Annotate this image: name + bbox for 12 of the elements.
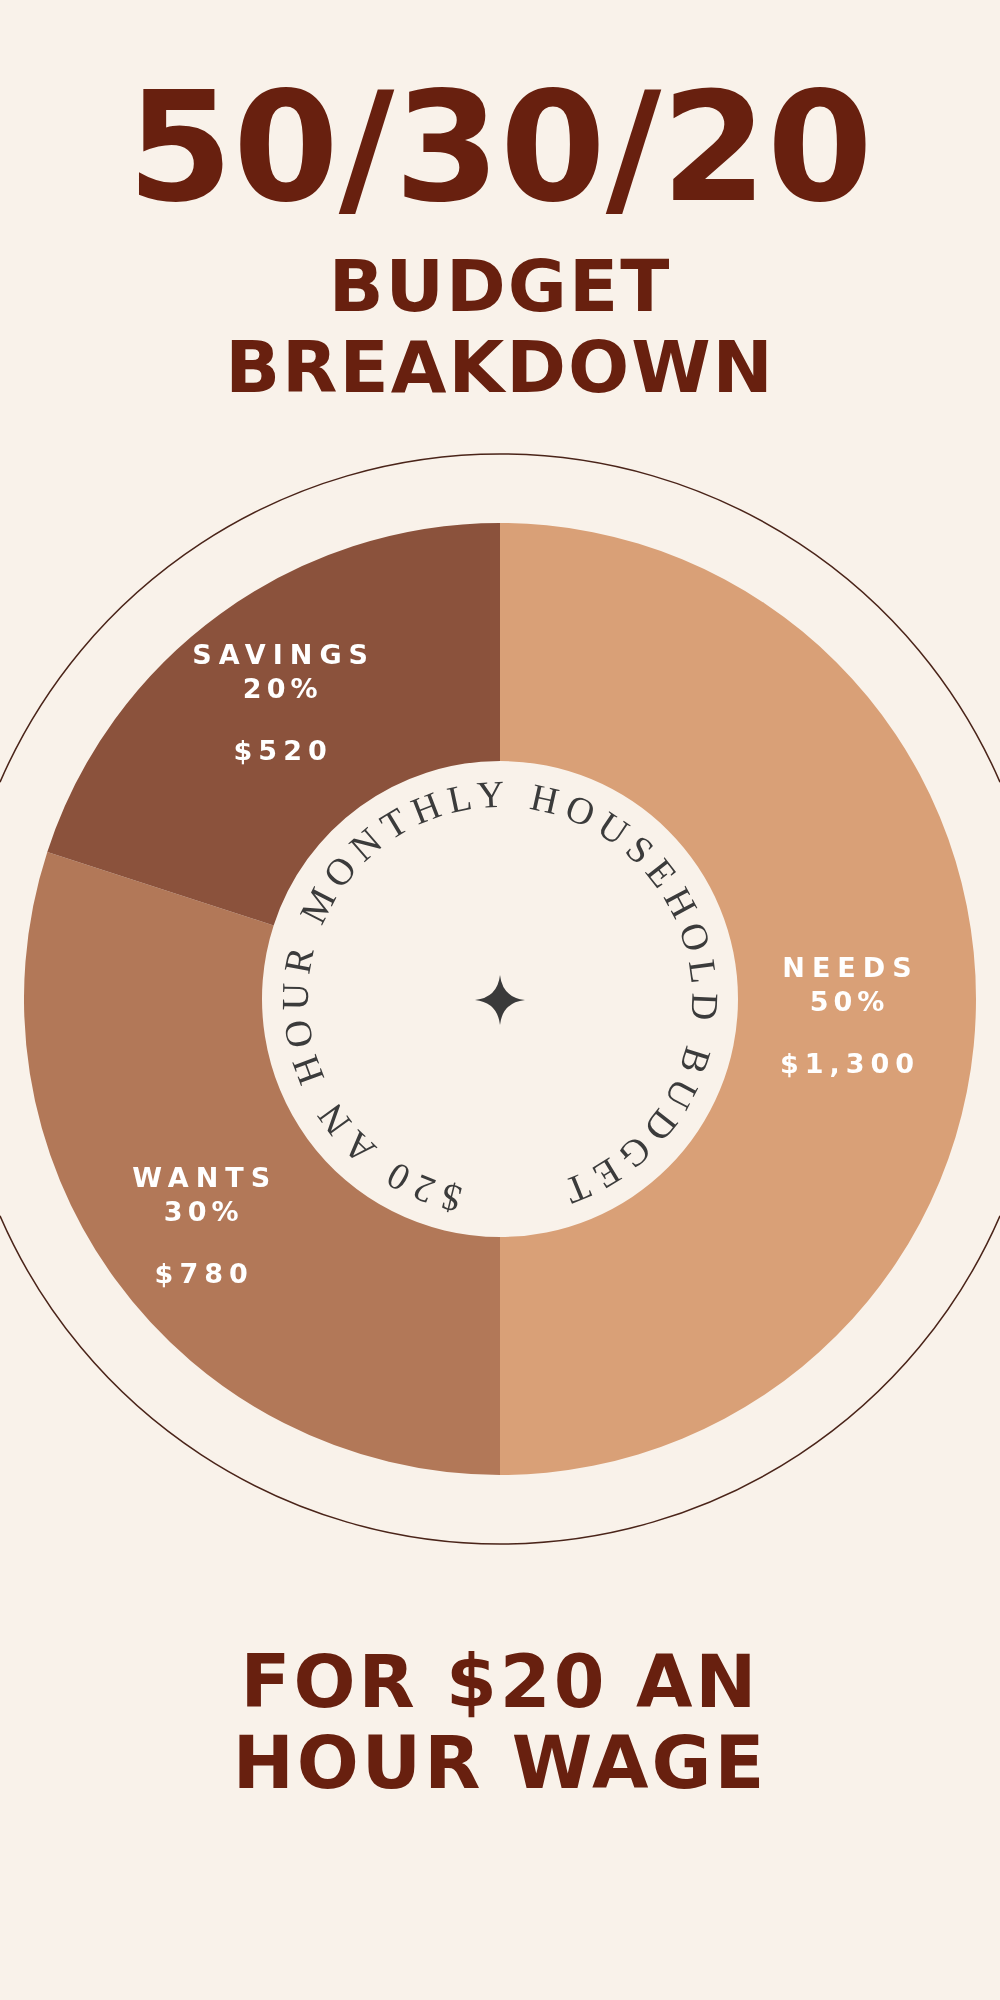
text: FOR $20 AN HOUR WAGE: [231, 1639, 769, 1805]
data-label: $780: [154, 1257, 254, 1289]
slice-label: WANTS: [132, 1161, 278, 1193]
chart-subtitle: BUDGET BREAKDOWN: [224, 244, 776, 409]
text: 50%: [809, 986, 890, 1017]
text: 20%: [242, 672, 323, 704]
slice-label: NEEDS: [782, 952, 919, 983]
slice-label: SAVINGS: [192, 638, 375, 670]
chart-title: 50/30/20: [126, 59, 874, 236]
text: 30%: [163, 1195, 244, 1227]
data-label: $1,300: [779, 1048, 921, 1079]
data-label: $520: [233, 734, 333, 766]
